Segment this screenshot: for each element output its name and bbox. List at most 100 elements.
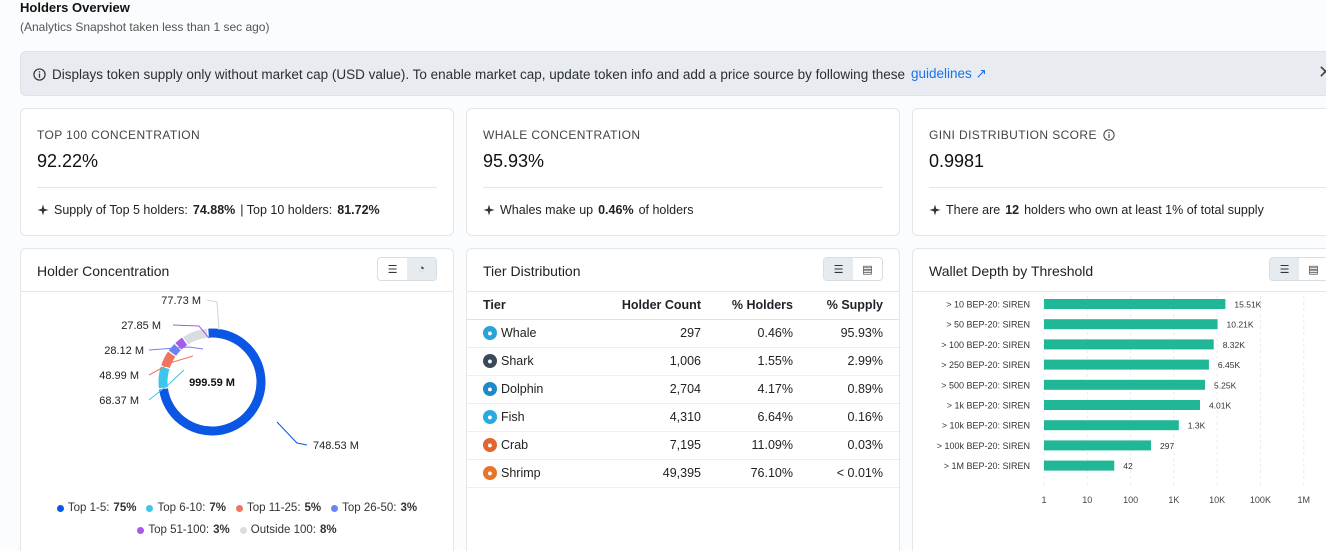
tier-cell: ● Whale (467, 319, 587, 348)
supply-pct: 2.99% (793, 347, 899, 376)
column-header[interactable]: Holder Count (587, 291, 701, 320)
depth-bar[interactable] (1044, 460, 1115, 471)
legend-dot (146, 504, 154, 512)
y-category-label: > 1M BEP-20: SIREN (944, 461, 1030, 471)
supply-pct: 0.16% (793, 403, 899, 432)
donut-segment[interactable] (183, 328, 208, 345)
column-header[interactable]: % Supply (793, 291, 899, 320)
bar-value-label: 8.32K (1223, 340, 1246, 350)
table-row[interactable]: ● Whale 297 0.46% 95.93% (467, 319, 899, 348)
list-view-icon[interactable]: ☰ (1270, 258, 1299, 280)
tier-cell: ● Dolphin (467, 375, 587, 404)
bar-value-label: 6.45K (1218, 360, 1241, 370)
stat-label: WHALE CONCENTRATION (483, 128, 641, 142)
bar-value-label: 15.51K (1234, 300, 1261, 310)
banner-message: Displays token supply only without marke… (52, 66, 905, 82)
y-category-label: > 50 BEP-20: SIREN (946, 320, 1030, 330)
donut-segment[interactable] (158, 366, 170, 389)
holders-pct: 0.46% (701, 319, 793, 348)
callout-label: 748.53 M (313, 440, 359, 452)
donut-chart: 999.59 M 77.73 M 27.85 M 28.12 M 48.99 M… (99, 295, 359, 452)
donut-segment[interactable] (175, 337, 188, 350)
divider (483, 187, 883, 188)
donut-segment[interactable] (159, 328, 266, 436)
holders-pct: 4.17% (701, 375, 793, 404)
donut-legend: Top 51-100: 3% Outside 100: 8% (21, 524, 453, 536)
stat-value: 0.9981 (929, 151, 985, 171)
callout-label: 28.12 M (104, 345, 144, 357)
list-view-icon[interactable]: ☰ (824, 258, 853, 280)
panel-title: Wallet Depth by Threshold (929, 263, 1094, 279)
crab-icon: ● (483, 438, 497, 452)
holder-count: 7,195 (587, 431, 701, 460)
column-header[interactable]: Tier (467, 291, 587, 320)
bar-value-label: 4.01K (1209, 401, 1232, 411)
legend-item[interactable]: Top 26-50: 3% (331, 502, 417, 514)
bar-value-label: 42 (1123, 461, 1133, 471)
x-tick-label: 10 (1082, 495, 1092, 505)
guidelines-link[interactable]: guidelines ↗ (910, 66, 987, 81)
legend-item[interactable]: Top 1-5: 75% (56, 502, 136, 514)
bar-value-label: 297 (1160, 441, 1174, 451)
close-icon[interactable]: ✕ (1318, 62, 1326, 82)
table-row[interactable]: ● Crab 7,195 11.09% 0.03% (467, 431, 899, 460)
legend-dot (236, 504, 244, 512)
legend-dot (331, 504, 339, 512)
pie-view-icon[interactable]: ◔ (407, 258, 436, 280)
tier-table: Tier Holder Count % Holders % Supply ● Wh… (467, 291, 899, 488)
depth-bar[interactable] (1044, 339, 1214, 350)
holder-count: 1,006 (587, 347, 701, 376)
x-tick-label: 1M (1297, 495, 1310, 505)
legend-dot (137, 526, 145, 534)
depth-bar[interactable] (1044, 379, 1206, 390)
y-category-label: > 250 BEP-20: SIREN (941, 360, 1030, 370)
table-row[interactable]: ● Dolphin 2,704 4.17% 0.89% (467, 375, 899, 404)
depth-bar[interactable] (1044, 359, 1209, 370)
table-row[interactable]: ● Shrimp 49,395 76.10% < 0.01% (467, 459, 899, 488)
depth-bar[interactable] (1044, 420, 1179, 431)
depth-bar[interactable] (1044, 319, 1218, 330)
legend-item[interactable]: Outside 100: 8% (239, 524, 337, 536)
column-header[interactable]: % Holders (701, 291, 793, 320)
info-icon (33, 67, 46, 81)
info-icon[interactable] (1103, 129, 1115, 141)
snapshot-subtitle: (Analytics Snapshot taken less than 1 se… (20, 20, 270, 34)
y-category-label: > 100k BEP-20: SIREN (937, 441, 1030, 451)
bar-view-icon[interactable]: ▤ (862, 263, 873, 276)
dolphin-icon: ● (483, 382, 497, 396)
x-tick-label: 100 (1123, 495, 1138, 505)
legend-item[interactable]: Top 11-25: 5% (236, 502, 321, 514)
table-row[interactable]: ● Shark 1,006 1.55% 2.99% (467, 347, 899, 376)
holders-pct: 6.64% (701, 403, 793, 432)
shark-icon: ● (483, 354, 497, 368)
y-category-label: > 10 BEP-20: SIREN (946, 300, 1030, 310)
holder-concentration-panel: Holder Concentration ☰ ◔ 999.59 M 77.73 … (20, 248, 454, 551)
depth-bar[interactable] (1044, 440, 1152, 451)
y-category-label: > 500 BEP-20: SIREN (941, 380, 1030, 390)
whale-icon: ● (483, 326, 497, 340)
gini-card: GINI DISTRIBUTION SCORE 0.9981 There are… (912, 108, 1326, 236)
callout-label: 48.99 M (99, 370, 139, 382)
view-toggle: ☰ ▤ (1269, 257, 1326, 281)
callout-label: 68.37 M (99, 395, 139, 407)
y-category-label: > 10k BEP-20: SIREN (942, 421, 1030, 431)
view-toggle: ☰ ◔ (377, 257, 437, 281)
tier-cell: ● Shrimp (467, 459, 587, 488)
depth-bar[interactable] (1044, 299, 1226, 309)
sparkle-icon (929, 204, 941, 216)
holder-count: 4,310 (587, 403, 701, 432)
tier-name: Shark (501, 354, 534, 368)
table-row[interactable]: ● Fish 4,310 6.64% 0.16% (467, 403, 899, 432)
tier-cell: ● Fish (467, 403, 587, 432)
depth-bar[interactable] (1044, 400, 1200, 410)
list-view-icon[interactable]: ☰ (387, 263, 398, 276)
bar-value-label: 1.3K (1188, 421, 1206, 431)
tier-name: Dolphin (501, 382, 544, 396)
bar-view-icon[interactable]: ▤ (1308, 263, 1319, 276)
legend-item[interactable]: Top 6-10: 7% (146, 502, 226, 514)
info-banner: Displays token supply only without marke… (20, 51, 1326, 96)
legend-item[interactable]: Top 51-100: 3% (137, 524, 230, 536)
holder-count: 49,395 (587, 459, 701, 488)
table-header-row: Tier Holder Count % Holders % Supply (467, 291, 899, 320)
donut-segment[interactable] (168, 343, 181, 356)
